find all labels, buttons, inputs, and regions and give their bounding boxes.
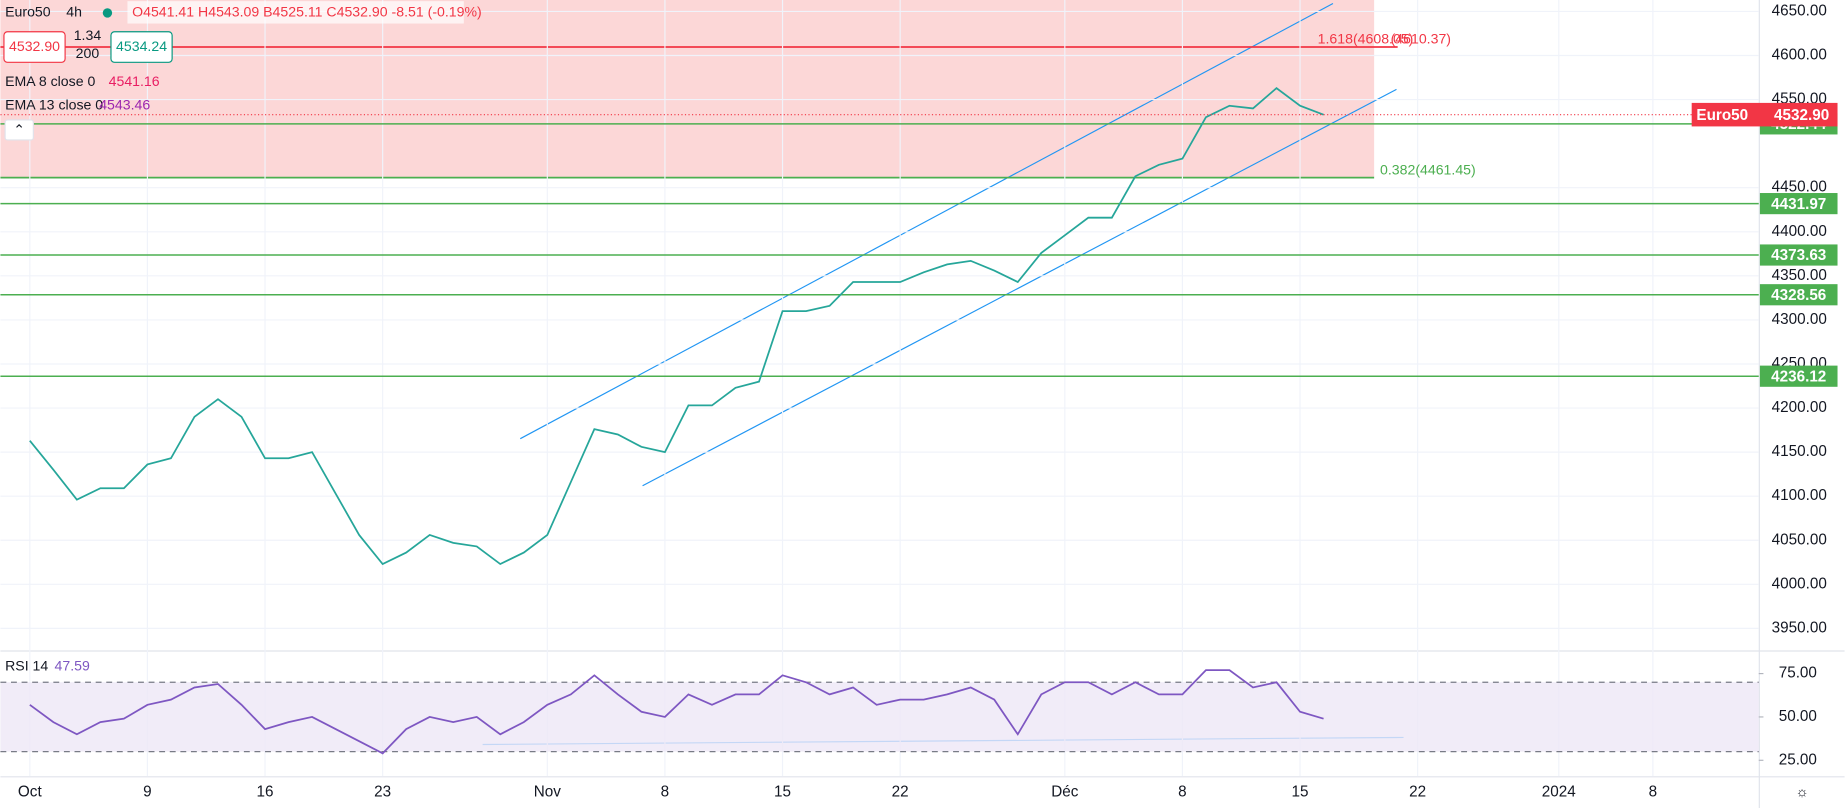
sell-price[interactable]: 4532.90 <box>9 38 60 54</box>
y-tick-label: 25.00 <box>1779 751 1817 768</box>
channel-line <box>642 88 1397 487</box>
level-label: 4236.12 <box>1771 368 1826 385</box>
quantity[interactable]: 200 <box>76 45 100 61</box>
x-tick-label: Oct <box>18 784 43 801</box>
indicator-name: EMA 8 close 0 <box>5 73 95 89</box>
level-tag <box>1759 284 1838 306</box>
symbol: Euro50 <box>5 4 51 20</box>
rsi-band <box>0 682 1759 752</box>
x-tick-label: 15 <box>774 784 791 801</box>
x-tick-label: Nov <box>534 784 562 801</box>
annotation: 1.618(4608.05) <box>1318 31 1414 47</box>
ohlc-bg <box>127 1 464 24</box>
zone <box>0 0 1375 178</box>
y-tick-label: 4600.00 <box>1772 47 1827 64</box>
x-tick-label: 22 <box>892 784 909 801</box>
x-tick-label: 9 <box>143 784 152 801</box>
level-label: 4431.97 <box>1771 196 1826 213</box>
last-price-tag <box>1691 102 1838 127</box>
x-tick-label: 23 <box>374 784 391 801</box>
spread: 1.34 <box>74 27 102 43</box>
annotation: (4610.37) <box>1391 31 1451 47</box>
ohlc: O4541.41 H4543.09 B4525.11 C4532.90 -8.5… <box>132 4 482 20</box>
x-tick-label: 2024 <box>1542 784 1576 801</box>
level-label: 4328.56 <box>1771 287 1826 304</box>
y-tick-label: 4050.00 <box>1772 531 1827 548</box>
x-tick-label: 22 <box>1409 784 1426 801</box>
y-tick-label: 3950.00 <box>1772 619 1827 636</box>
x-tick-label: 15 <box>1292 784 1309 801</box>
y-tick-label: 75.00 <box>1779 665 1817 682</box>
indicator-name: EMA 13 close 0 <box>5 97 103 113</box>
interval: 4h <box>66 4 82 20</box>
y-tick-label: 4400.00 <box>1772 223 1827 240</box>
y-tick-label: 4200.00 <box>1772 399 1827 416</box>
x-tick-label: 16 <box>257 784 274 801</box>
symbol-tag: Euro50 <box>1696 107 1748 124</box>
series-line <box>29 669 1324 755</box>
buy-price[interactable]: 4534.24 <box>116 38 167 54</box>
x-tick-label: 8 <box>1178 784 1187 801</box>
last-price-label: 4532.90 <box>1774 107 1829 124</box>
y-tick-label: 4350.00 <box>1772 267 1827 284</box>
channel-line <box>519 3 1334 440</box>
settings-icon[interactable]: ☼ <box>1796 783 1809 799</box>
sell-button[interactable] <box>3 31 66 63</box>
y-tick-label: 4300.00 <box>1772 311 1827 328</box>
y-tick-label: 4000.00 <box>1772 575 1827 592</box>
level-tag <box>1759 193 1838 215</box>
annotation: 0.382(4461.45) <box>1380 161 1476 177</box>
x-tick-label: 8 <box>661 784 670 801</box>
collapse-button[interactable] <box>4 119 34 141</box>
y-tick-label: 4650.00 <box>1772 2 1827 19</box>
rsi-name: RSI 14 <box>5 658 48 674</box>
x-tick-label: Déc <box>1051 784 1079 801</box>
y-tick-label: 4450.00 <box>1772 179 1827 196</box>
level-label: 4373.63 <box>1771 247 1826 264</box>
y-tick-label: 50.00 <box>1779 708 1817 725</box>
status-dot <box>102 8 113 18</box>
level-tag <box>1759 365 1838 387</box>
rsi-value: 47.59 <box>55 658 90 674</box>
buy-button[interactable] <box>110 31 173 63</box>
series-line <box>29 86 1324 566</box>
x-tick-label: 8 <box>1649 784 1657 801</box>
level-tag <box>1759 244 1838 266</box>
indicator-value: 4543.46 <box>99 97 150 113</box>
y-tick-label: 4100.00 <box>1772 487 1827 504</box>
collapse-icon[interactable]: ⌃ <box>13 121 25 137</box>
y-tick-label: 4150.00 <box>1772 443 1827 460</box>
indicator-value: 4541.16 <box>109 73 160 89</box>
